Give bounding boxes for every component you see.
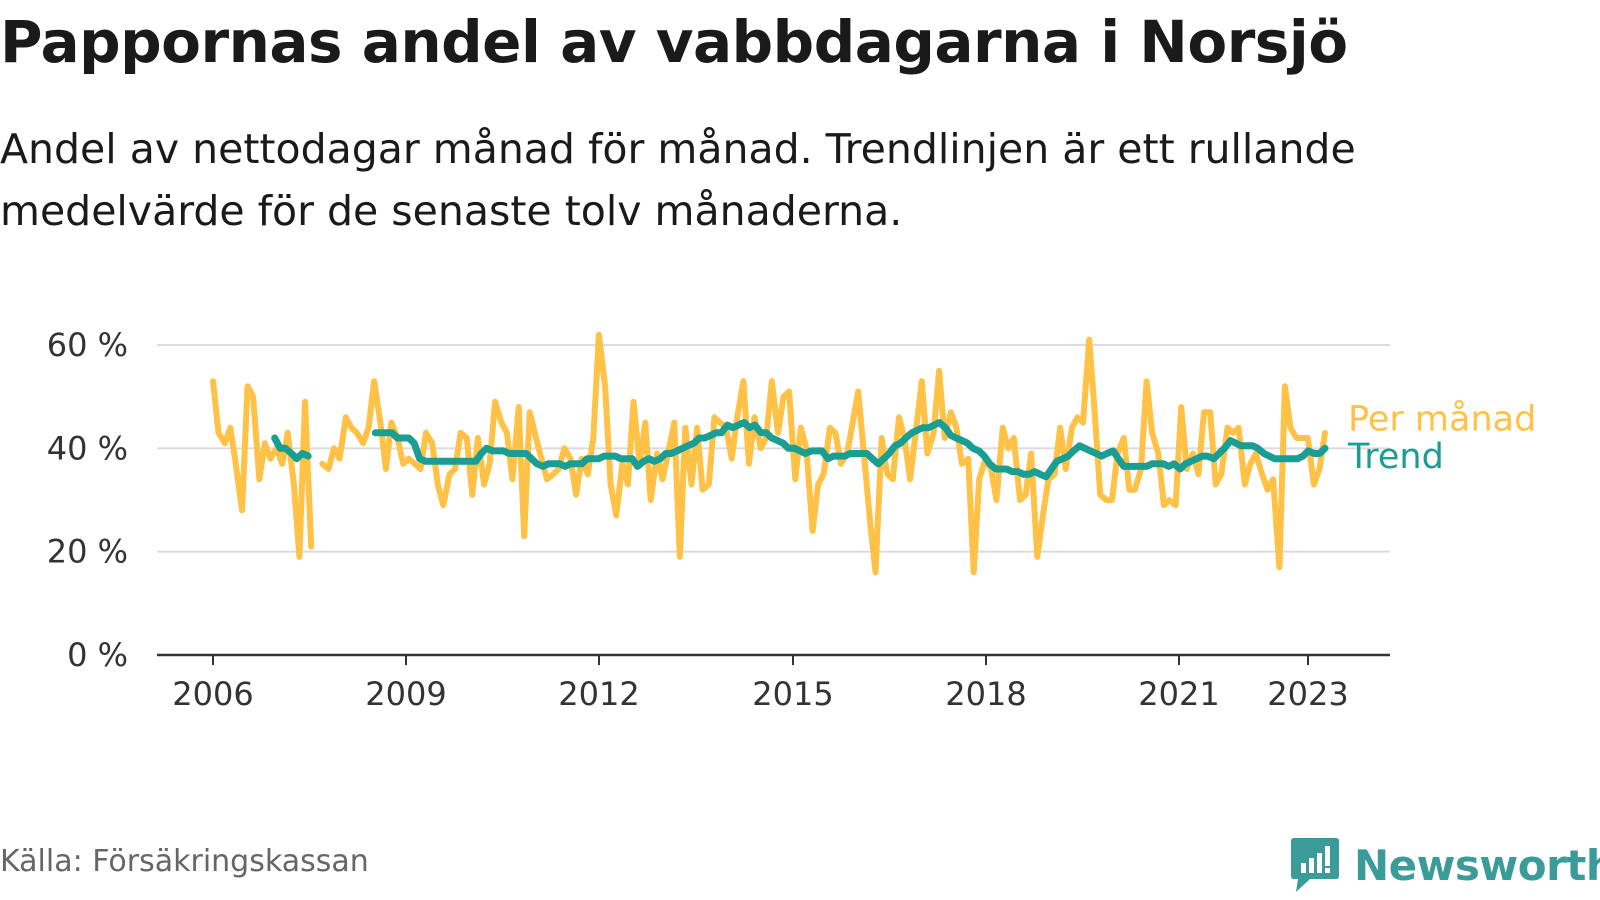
y-tick-label: 20 % [47, 533, 128, 571]
source-note: Källa: Försäkringskassan [0, 844, 369, 879]
x-tick-label: 2021 [1138, 675, 1219, 713]
y-tick-label: 0 % [67, 636, 128, 674]
newsworthy-logo-icon [1291, 838, 1339, 892]
trend-line-segment-1 [371, 419, 1329, 481]
x-tick-label: 2012 [558, 675, 639, 713]
trend-series-label: Trend [1347, 437, 1444, 477]
brand-logo: Newsworthy [1290, 836, 1600, 894]
x-tick-label: 2023 [1267, 675, 1348, 713]
per-month-series-label: Per månad [1348, 398, 1536, 439]
per-month-line-segment-0 [210, 378, 315, 560]
trend-line-segment-0 [271, 434, 312, 463]
chart-subtitle: Andel av nettodagar månad för månad. Tre… [0, 125, 1356, 235]
x-tick-label: 2006 [172, 675, 253, 713]
x-tick-label: 2018 [945, 675, 1026, 713]
y-tick-label: 60 % [47, 326, 128, 364]
y-tick-label: 40 % [47, 429, 128, 467]
per-month-line-segment-1 [319, 331, 1328, 576]
x-tick-label: 2009 [365, 675, 446, 713]
chart-title: Pappornas andel av vabbdagarna i Norsjö [0, 8, 1348, 76]
x-tick-label: 2015 [752, 675, 833, 713]
brand-name: Newsworthy [1354, 840, 1600, 890]
